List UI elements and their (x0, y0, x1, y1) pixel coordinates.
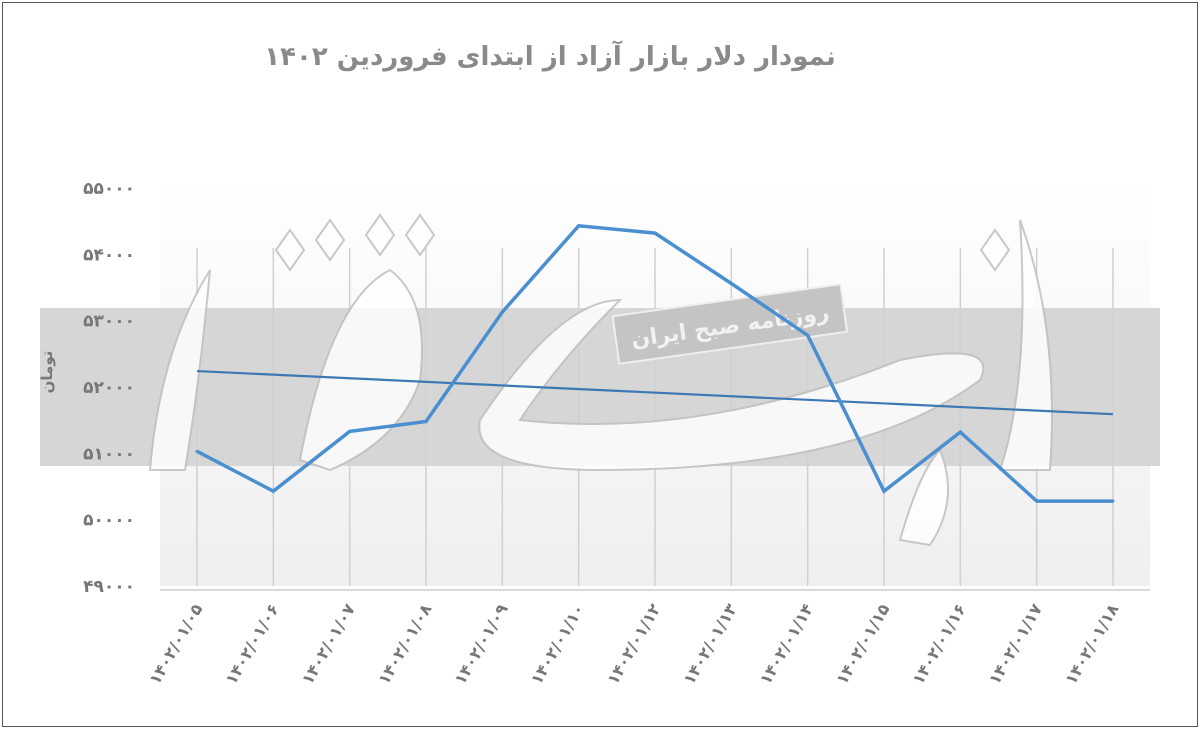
y-tick-label: ۵۲۰۰۰ (83, 378, 135, 398)
x-tick-label: ۱۴۰۲/۰۱/۱۶ (908, 600, 969, 687)
tagline-box (611, 283, 849, 365)
x-tick-label: ۱۴۰۲/۰۱/۱۴ (756, 600, 817, 687)
watermark-logo-dot (314, 218, 346, 262)
data-point (577, 224, 581, 228)
data-point (195, 449, 199, 453)
watermark-logo-dot (979, 228, 1011, 272)
y-tick-label: ۴۹۰۰۰ (83, 577, 135, 597)
data-point (882, 489, 886, 493)
data-point (424, 419, 428, 423)
data-point (500, 310, 504, 314)
watermark-logo-stroke (998, 219, 1053, 471)
watermark-logo-stroke (298, 268, 423, 472)
trendline (196, 369, 1114, 416)
chart-title: نمودار دلار بازار آزاد از ابتدای فروردین… (264, 42, 836, 72)
x-tick-label: ۱۴۰۲/۰۱/۱۷ (985, 600, 1046, 687)
data-point (1035, 499, 1039, 503)
data-point (271, 489, 275, 493)
x-tick-label: ۱۴۰۲/۰۱/۱۲ (603, 600, 664, 687)
x-tick-label: ۱۴۰۲/۰۱/۰۷ (298, 600, 359, 687)
x-tick-label: ۱۴۰۲/۰۱/۱۸ (1061, 600, 1122, 687)
data-point (1111, 499, 1115, 503)
watermark-logo-stroke (478, 298, 985, 472)
y-tick-label: ۵۵۰۰۰ (83, 179, 135, 199)
watermark-logo (148, 213, 1053, 547)
x-tick-label: ۱۴۰۲/۰۱/۰۹ (450, 600, 511, 687)
data-point (806, 333, 810, 337)
y-tick-label: ۵۱۰۰۰ (83, 444, 135, 464)
watermark-logo-dot (274, 228, 306, 272)
x-tick-label: ۱۴۰۲/۰۱/۱۰ (527, 601, 588, 688)
x-tick-label: ۱۴۰۲/۰۱/۰۶ (221, 601, 282, 688)
data-point (653, 231, 657, 235)
x-tick-label: ۱۴۰۲/۰۱/۰۸ (374, 600, 435, 687)
watermark-logo-dot (404, 213, 436, 257)
y-tick-label: ۵۰۰۰۰ (83, 511, 135, 531)
data-point (348, 429, 352, 433)
x-tick-label: ۱۴۰۲/۰۱/۱۵ (832, 600, 893, 687)
data-point (729, 282, 733, 286)
watermark-logo-dot (364, 213, 396, 257)
y-tick-label: ۵۴۰۰۰ (83, 245, 135, 265)
watermark-logo-stroke (898, 448, 949, 547)
y-tick-label: ۵۳۰۰۰ (83, 312, 135, 332)
x-tick-label: ۱۴۰۲/۰۱/۰۵ (145, 600, 206, 687)
x-tick-label: ۱۴۰۲/۰۱/۱۳ (679, 600, 740, 687)
y-axis-label: تومان (38, 351, 56, 394)
watermark-logo-stroke (148, 269, 211, 471)
data-point (958, 430, 962, 434)
